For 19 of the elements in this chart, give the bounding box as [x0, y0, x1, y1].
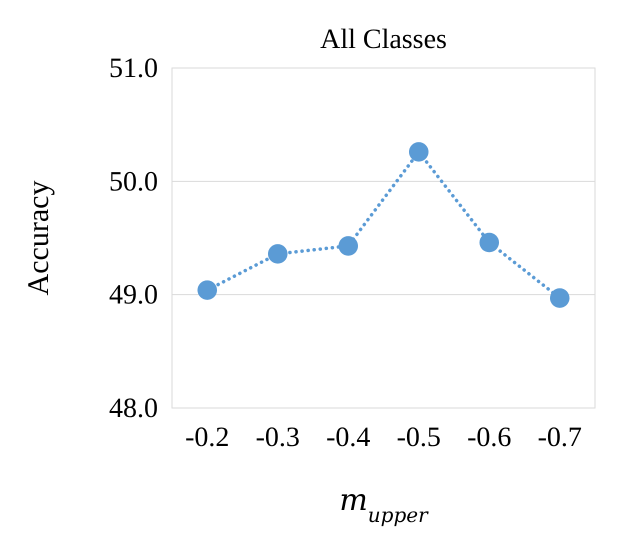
x-tick-label: -0.7	[538, 422, 582, 453]
x-axis-title: m$_{upper}$	[339, 483, 430, 527]
y-tick-label: 49.0	[109, 280, 158, 311]
y-tick-label: 50.0	[109, 166, 158, 198]
x-tick-label: -0.2	[185, 422, 230, 453]
y-tick-label: 48.0	[109, 392, 158, 424]
x-tick-label: -0.6	[467, 422, 512, 453]
point	[550, 288, 570, 308]
x-tick-label: -0.3	[256, 422, 300, 453]
y-tick-label: 51.0	[109, 52, 158, 84]
point	[479, 232, 500, 252]
point	[408, 142, 429, 162]
chart-title: All Classes	[320, 24, 447, 55]
y-axis-title: Accuracy	[22, 180, 55, 296]
point	[268, 244, 288, 264]
x-tick-label: -0.4	[326, 422, 370, 453]
point	[197, 280, 218, 300]
x-tick-label: -0.5	[396, 422, 441, 453]
point	[338, 236, 358, 256]
